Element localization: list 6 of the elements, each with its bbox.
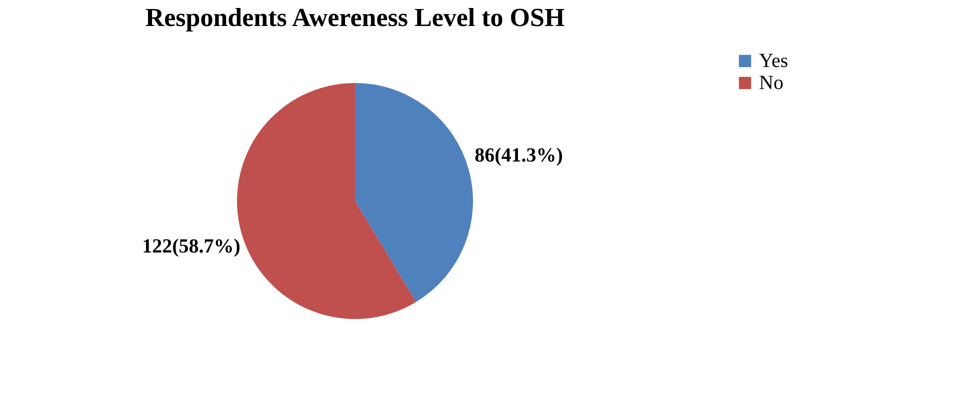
pie-slice bbox=[355, 83, 473, 302]
data-label: 122(58.7%) bbox=[142, 236, 240, 258]
chart-title: Respondents Awereness Level to OSH bbox=[145, 3, 565, 32]
legend-label: No bbox=[759, 72, 784, 94]
data-label: 86(41.3%) bbox=[474, 144, 563, 166]
legend-label: Yes bbox=[759, 50, 788, 72]
